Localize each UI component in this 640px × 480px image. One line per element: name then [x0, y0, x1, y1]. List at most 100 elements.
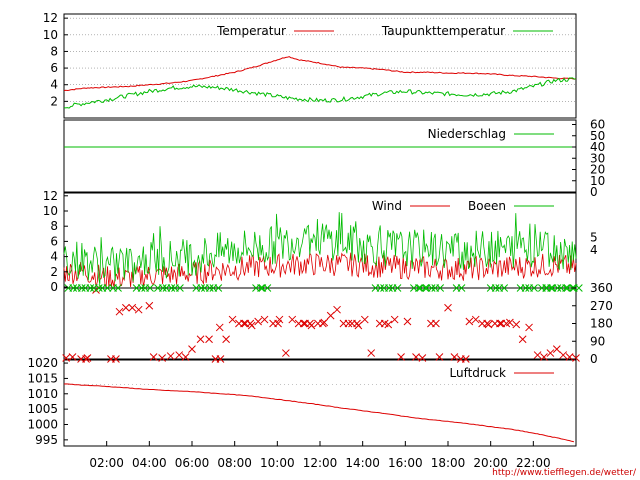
y-tick-label: 1010 [27, 387, 58, 401]
y-tick-label-right: 180 [590, 317, 613, 331]
wind-direction-marker [228, 315, 237, 324]
gust-direction-marker [547, 284, 555, 292]
wind-direction-marker [216, 355, 225, 363]
y-tick-label-right: 60 [590, 118, 605, 132]
y-tick-label: 8 [50, 219, 58, 233]
wind-direction-marker [518, 335, 527, 344]
x-tick-label: 22:00 [516, 456, 551, 470]
wind-direction-marker [552, 345, 561, 353]
wind-direction-marker [134, 305, 143, 314]
legend-precipitation-label: Niederschlag [428, 127, 506, 141]
x-tick-label: 14:00 [345, 456, 380, 470]
gust-direction-marker [491, 284, 500, 292]
wind-direction-marker [122, 303, 130, 312]
wind-direction-marker [181, 353, 190, 361]
gust-direction-marker [257, 284, 265, 292]
y-tick-label: 4 [50, 78, 58, 92]
gust-direction-marker [69, 284, 78, 292]
y-tick-label: 4 [50, 250, 58, 264]
gust-direction-marker [500, 284, 509, 292]
wind-direction-marker [307, 321, 316, 330]
y-tick-label: 0 [50, 280, 58, 294]
wind-direction-marker [175, 351, 184, 359]
wind-direction-marker [484, 320, 493, 329]
wind-line [63, 252, 577, 288]
wind-direction-marker [205, 335, 213, 344]
wind-direction-marker [390, 315, 399, 324]
wind-direction-marker [444, 303, 452, 312]
gust-line [63, 212, 577, 285]
y-tick-label: 1000 [27, 418, 58, 432]
panel-frame [63, 287, 577, 360]
wind-direction-marker [572, 354, 580, 362]
wind-direction-marker [83, 354, 92, 362]
wind-direction-marker [412, 353, 420, 361]
x-tick-label: 10:00 [260, 456, 295, 470]
gust-direction-marker [263, 284, 272, 292]
y-tick-label-right: 0 [590, 185, 598, 199]
wind-direction-marker [450, 353, 459, 361]
y-tick-label: 1015 [27, 371, 58, 385]
y-tick-label: 12 [43, 189, 58, 203]
x-tick-label: 04:00 [132, 456, 167, 470]
wind-direction-marker [62, 354, 70, 362]
wind-direction-marker [299, 319, 308, 328]
gust-direction-marker [415, 284, 423, 292]
y-tick-label: 6 [50, 234, 58, 248]
dewpoint-line [63, 77, 577, 109]
legend-wind-label: Wind [372, 199, 402, 213]
wind-direction-marker [326, 311, 335, 320]
gust-direction-marker [436, 284, 445, 292]
y-tick-label: 12 [43, 11, 58, 25]
wind-direction-marker [240, 319, 248, 328]
x-tick-label: 12:00 [303, 456, 338, 470]
y-tick-label: 1020 [27, 356, 58, 370]
panel-frame [63, 119, 577, 193]
wind-direction-marker [435, 353, 444, 361]
wind-direction-marker [540, 353, 548, 361]
wind-direction-marker [188, 345, 196, 353]
footer-url[interactable]: http://www.tiefflegen.de/wetter/ [492, 468, 637, 478]
y-tick-label: 2 [50, 94, 58, 108]
wind-direction-marker [546, 349, 555, 357]
legend-dewpoint-label: Taupunkttemperatur [381, 24, 505, 38]
wind-direction-marker [247, 321, 256, 330]
gust-direction-marker [205, 284, 214, 292]
legend-temperature-label: Temperatur [216, 24, 286, 38]
y-tick-label-right: 10 [590, 174, 605, 188]
gust-direction-marker [553, 284, 562, 292]
wind-direction-marker [384, 320, 393, 329]
wind-direction-marker [128, 303, 137, 312]
wind-direction-marker [403, 317, 412, 326]
wind-direction-marker [496, 319, 504, 328]
wind-direction-marker [112, 355, 120, 363]
gust-direction-marker [214, 284, 223, 292]
wind-direction-marker [512, 320, 521, 329]
y-tick-label: 2 [50, 265, 58, 279]
wind-direction-marker [533, 351, 542, 359]
wind-direction-marker [506, 318, 514, 327]
gust-direction-marker [530, 284, 538, 292]
x-tick-label: 08:00 [217, 456, 252, 470]
wind-direction-marker [465, 317, 474, 326]
wind-direction-marker [288, 315, 297, 324]
gust-direction-marker [197, 284, 206, 292]
wind-direction-marker [565, 353, 574, 361]
wind-direction-marker [68, 353, 77, 361]
wind-direction-marker [196, 335, 205, 344]
wind-direction-marker [471, 315, 480, 324]
gust-direction-marker [137, 284, 146, 292]
wind-direction-marker [254, 317, 262, 326]
gust-direction-marker [421, 284, 430, 292]
gust-direction-marker [114, 284, 122, 292]
y-tick-label: 1005 [27, 402, 58, 416]
gust-direction-marker [95, 284, 103, 292]
gust-direction-marker [86, 284, 95, 292]
gust-direction-marker [376, 284, 385, 292]
gust-direction-marker [159, 284, 167, 292]
wind-direction-marker [158, 354, 166, 362]
wind-direction-marker [333, 305, 341, 314]
gust-direction-marker [167, 284, 176, 292]
